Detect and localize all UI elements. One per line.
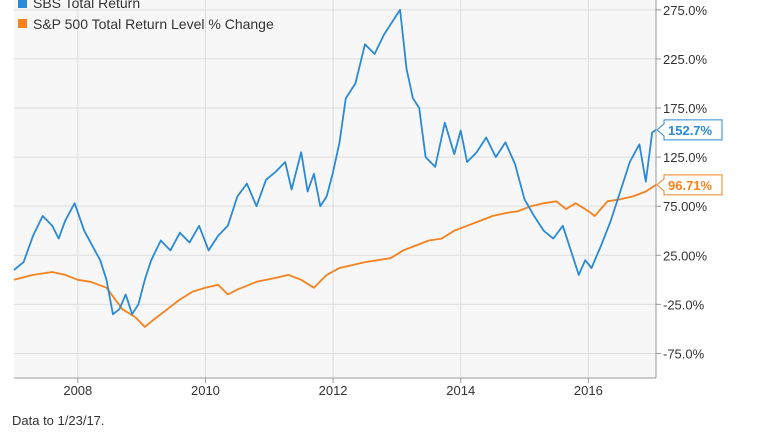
y-axis: 275.0% 225.0% 175.0% 125.0% 75.00% 25.00% -25.…: [655, 0, 708, 378]
end-label-box: [656, 174, 723, 196]
plot-area: [14, 0, 656, 378]
y-tick-label: 25.00%: [663, 248, 708, 263]
legend-label-sbs: SBS Total Return: [33, 0, 140, 11]
legend-label-sp500: S&P 500 Total Return Level % Change: [33, 16, 274, 32]
x-axis: 2008 2010 2012 2014 2016: [14, 377, 656, 398]
x-tick-label: 2008: [63, 383, 92, 398]
x-tick-label: 2016: [574, 383, 603, 398]
x-tick-label: 2010: [191, 383, 220, 398]
y-tick-label: 225.0%: [663, 52, 708, 67]
grid: [14, 0, 656, 378]
x-tick-label: 2014: [446, 383, 475, 398]
series-layer: [13, 8, 657, 328]
legend-swatch-sbs: [18, 0, 27, 8]
x-tick-label: 2012: [319, 383, 348, 398]
series-line-sp500: [13, 184, 657, 328]
y-tick-label: 175.0%: [663, 101, 708, 116]
end-label-sbs: 152.7%: [656, 119, 723, 141]
legend-swatch-sp500: [18, 19, 27, 28]
y-tick-label: 275.0%: [663, 3, 708, 18]
end-labels: 152.7% 96.71%: [656, 119, 723, 196]
y-tick-label: 125.0%: [663, 150, 708, 165]
end-label-text: 96.71%: [668, 178, 713, 193]
y-tick-label: -25.0%: [663, 297, 705, 312]
end-label-box: [656, 119, 723, 141]
end-label-sp500: 96.71%: [656, 174, 723, 196]
legend: SBS Total Return S&P 500 Total Return Le…: [18, 0, 274, 32]
end-label-text: 152.7%: [668, 123, 713, 138]
y-tick-label: 75.00%: [663, 199, 708, 214]
y-tick-label: -75.0%: [663, 346, 705, 361]
footnote: Data to 1/23/17.: [12, 413, 105, 428]
series-line-sbs: [13, 8, 657, 316]
